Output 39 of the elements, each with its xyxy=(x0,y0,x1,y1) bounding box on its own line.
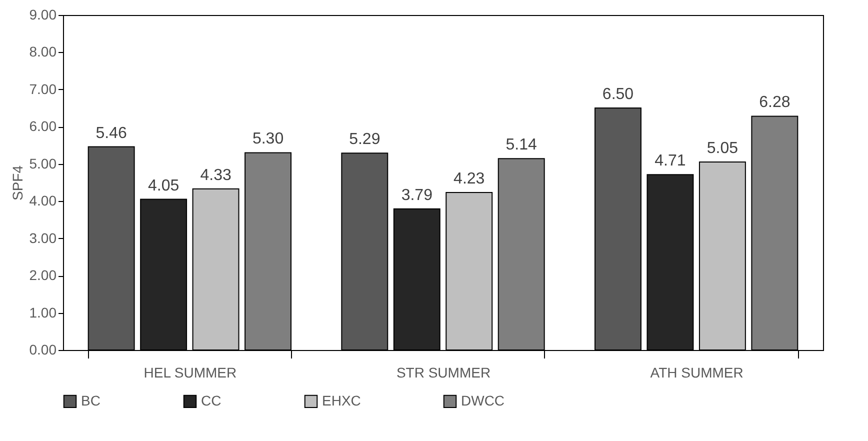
bar xyxy=(698,162,746,350)
y-tick-label: 2.00 xyxy=(29,267,57,284)
data-label: 4.33 xyxy=(200,166,232,184)
y-tick-label: 0.00 xyxy=(29,342,57,358)
data-label: 5.05 xyxy=(706,140,738,158)
x-tick-label: ATH SUMMER xyxy=(650,364,744,380)
bar xyxy=(140,198,188,350)
y-tick-label: 8.00 xyxy=(29,44,57,60)
y-tick-label: 9.00 xyxy=(29,6,57,22)
legend-label: EHXC xyxy=(322,392,361,408)
data-label: 4.23 xyxy=(454,170,485,188)
x-tick-label: HEL SUMMER xyxy=(144,364,237,380)
bar xyxy=(192,188,240,350)
y-tick-label: 3.00 xyxy=(29,230,57,246)
data-label: 5.29 xyxy=(349,131,380,148)
data-label: 5.14 xyxy=(506,136,538,154)
y-tick-label: 6.00 xyxy=(29,118,57,134)
data-label: 4.05 xyxy=(148,177,180,194)
legend-label: CC xyxy=(201,392,222,408)
y-tick-label: 5.00 xyxy=(29,155,57,172)
y-tick-label: 4.00 xyxy=(29,192,57,209)
legend-label: BC xyxy=(81,392,100,408)
data-label: 6.28 xyxy=(759,94,790,112)
x-tick-label: STR SUMMER xyxy=(396,364,491,380)
data-label: 5.30 xyxy=(252,130,284,148)
y-tick-label: 1.00 xyxy=(29,304,57,320)
bar xyxy=(751,116,798,350)
data-label: 6.50 xyxy=(602,86,634,104)
y-tick-label: 7.00 xyxy=(29,80,57,97)
data-label: 5.46 xyxy=(96,124,127,142)
y-axis-title: SPF4 xyxy=(9,165,26,201)
data-label: 4.71 xyxy=(654,152,686,170)
bar xyxy=(341,152,388,350)
bar xyxy=(393,208,440,350)
legend-label: DWCC xyxy=(461,392,505,408)
bar xyxy=(646,174,694,350)
bar xyxy=(446,192,493,350)
bar xyxy=(594,108,642,350)
data-label: 3.79 xyxy=(401,186,433,204)
